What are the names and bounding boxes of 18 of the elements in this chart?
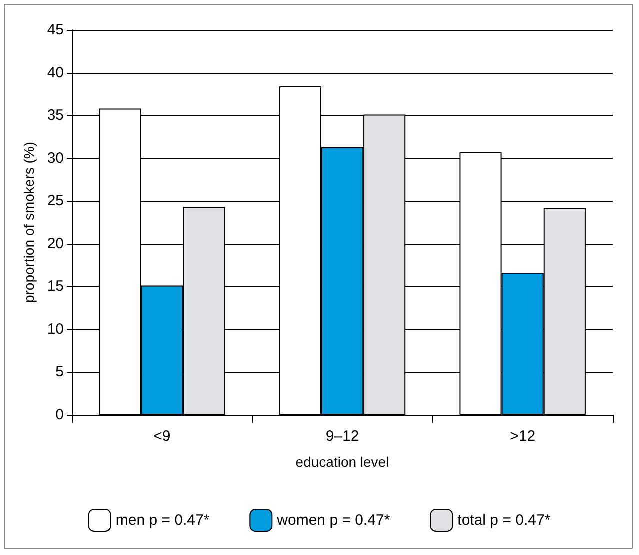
y-tick-label: 20: [47, 235, 64, 252]
y-axis-title: proportion of smokers (%): [21, 142, 37, 304]
x-axis-title: education level: [296, 454, 390, 470]
legend-label: men p = 0.47*: [116, 512, 210, 529]
y-tick-label: 10: [47, 320, 64, 338]
legend-label: total p = 0.47*: [458, 512, 551, 529]
legend-label: women p = 0.47*: [276, 512, 390, 529]
x-tick-label: 9–12: [326, 428, 360, 445]
y-tick-label: 45: [47, 22, 64, 38]
y-tick-label: 25: [47, 192, 64, 210]
y-tick-label: 0: [56, 406, 64, 424]
y-tick-label: 15: [47, 278, 64, 296]
y-tick-label: 35: [47, 107, 64, 124]
y-tick-label: 40: [47, 64, 64, 82]
y-tick-label: 5: [56, 364, 64, 381]
x-tick-label: <9: [154, 428, 171, 445]
x-tick-label: >12: [510, 428, 536, 445]
y-tick-label: 30: [47, 150, 64, 167]
